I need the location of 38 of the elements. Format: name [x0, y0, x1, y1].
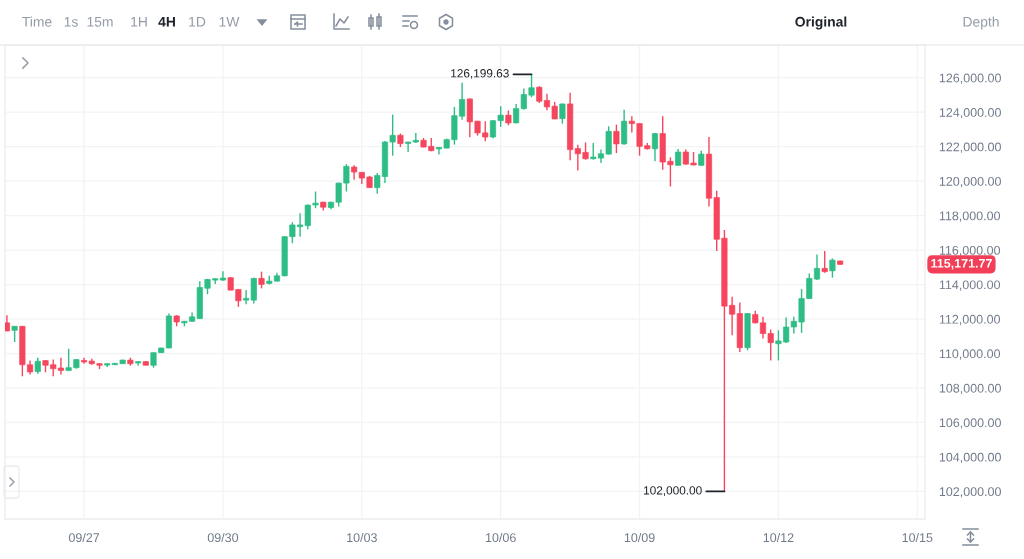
candlestick — [621, 108, 628, 146]
x-tick-label: 09/30 — [207, 532, 239, 543]
text: 115,171.77 — [931, 259, 992, 270]
annotation: 102,000.00 — [644, 486, 702, 496]
text: Depth — [963, 16, 999, 30]
y-tick-label: 110,000.00 — [939, 349, 1001, 360]
text: 1D — [189, 17, 206, 27]
y-tick-label: 126,000.00 — [939, 73, 1001, 84]
text: 1W — [219, 17, 240, 27]
text: Time — [22, 16, 52, 27]
y-tick-label: 122,000.00 — [939, 142, 1001, 153]
y-tick-label: 102,000.00 — [939, 487, 1001, 498]
y-tick-label: 112,000.00 — [939, 314, 1001, 326]
text: 1s — [64, 17, 78, 27]
text: 4H — [158, 17, 175, 27]
x-tick-label: 10/09 — [624, 532, 655, 543]
candlestick — [613, 123, 620, 154]
x-tick-label: 10/06 — [486, 532, 516, 543]
x-tick-label: 10/03 — [347, 532, 377, 543]
y-tick-label: 120,000.00 — [939, 176, 1001, 188]
annotation: 126,199.63 — [451, 69, 509, 79]
candlestick — [829, 257, 836, 279]
x-tick-label: 10/12 — [763, 532, 794, 543]
candlestick — [559, 102, 566, 125]
text: 15m — [87, 17, 113, 27]
y-tick-label: 114,000.00 — [939, 280, 1001, 291]
x-tick-label: 10/15 — [902, 532, 933, 543]
candlestick — [651, 132, 659, 163]
text: Original — [795, 16, 847, 30]
y-tick-label: 106,000.00 — [939, 418, 1001, 429]
y-tick-label: 118,000.00 — [939, 211, 1001, 222]
y-tick-label: 124,000.00 — [939, 108, 1001, 119]
y-tick-label: 108,000.00 — [939, 383, 1001, 395]
text: 1H — [131, 17, 147, 27]
y-tick-label: 116,000.00 — [939, 245, 1001, 257]
x-tick-label: 09/27 — [68, 532, 100, 543]
candlestick — [821, 250, 828, 274]
y-tick-label: 104,000.00 — [939, 452, 1001, 464]
